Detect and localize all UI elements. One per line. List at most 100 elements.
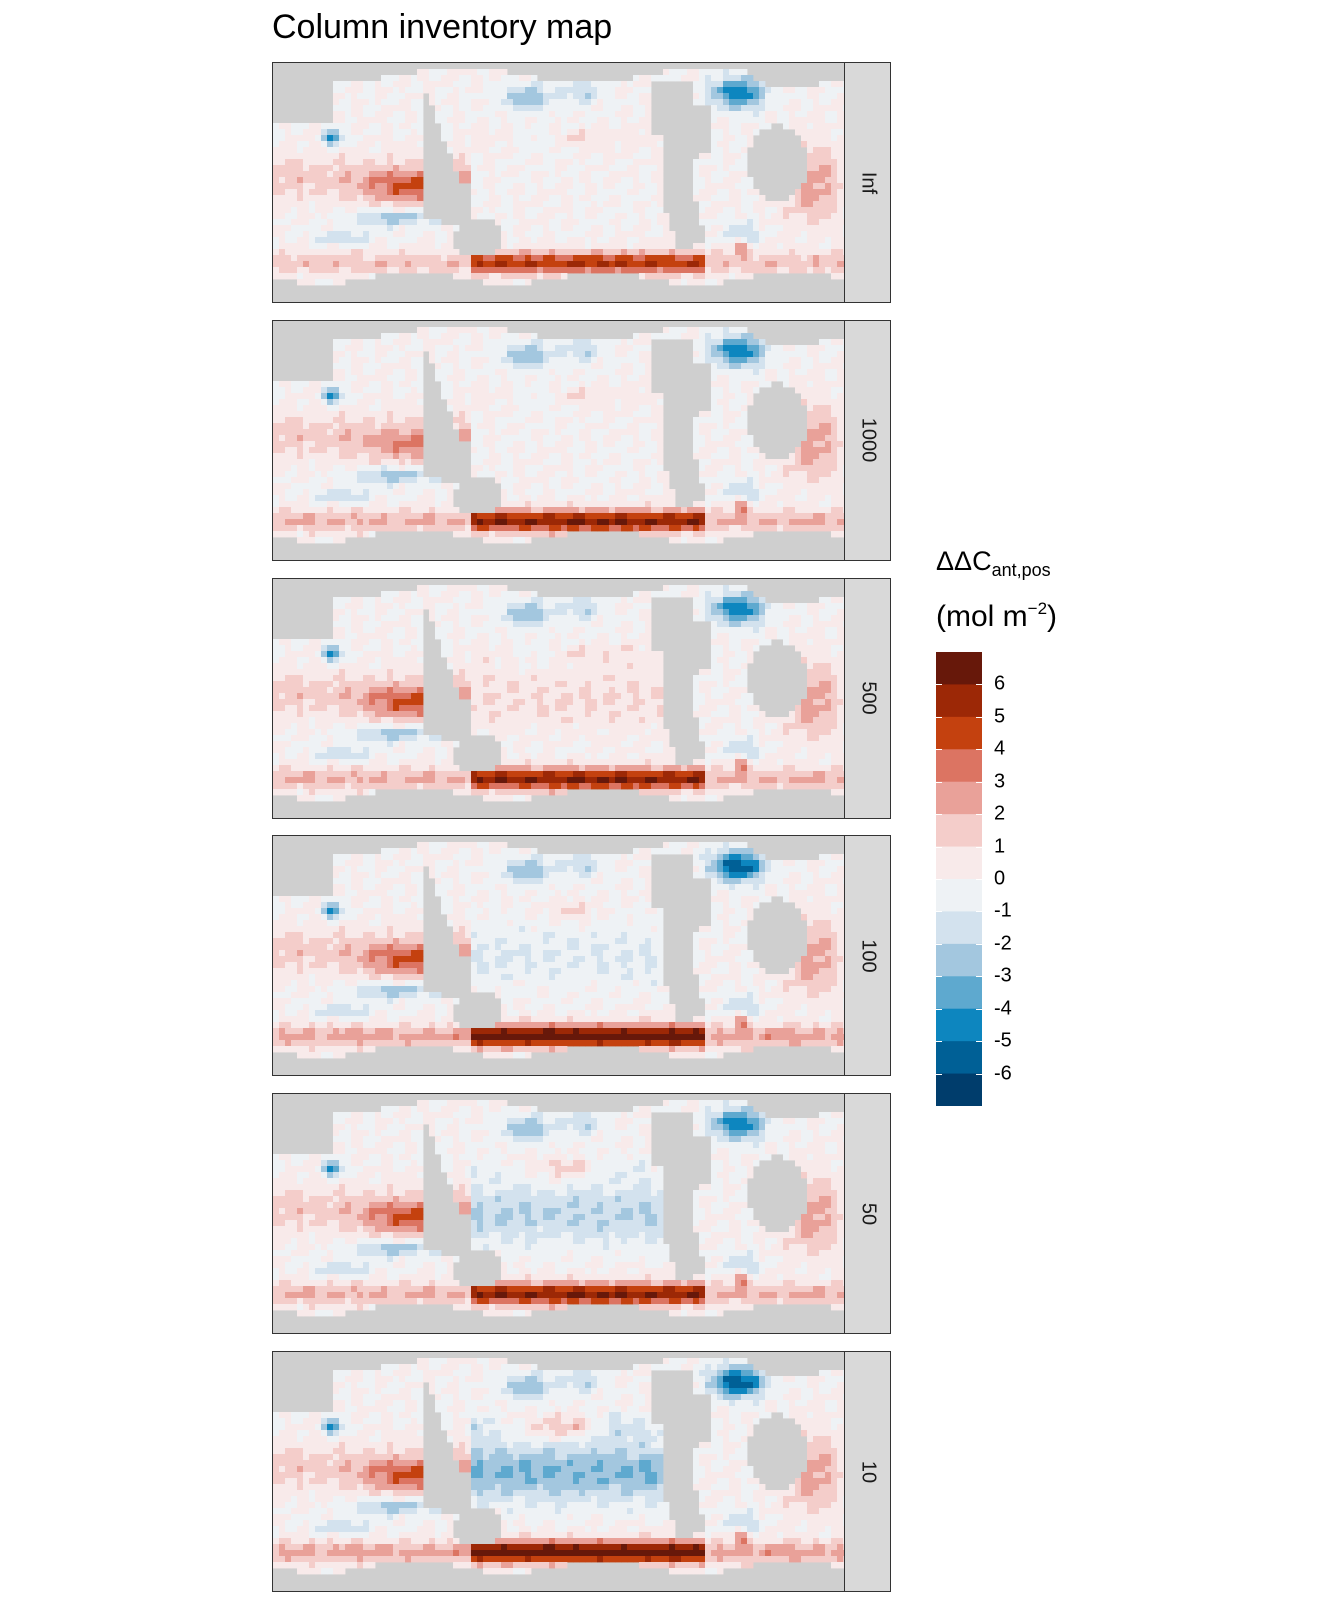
ocean-cell bbox=[627, 129, 634, 136]
ocean-cell bbox=[639, 500, 646, 508]
ocean-cell bbox=[453, 81, 460, 88]
ocean-cell bbox=[471, 141, 478, 148]
ocean-cell bbox=[729, 476, 736, 484]
ocean-cell bbox=[591, 410, 598, 418]
ocean-cell bbox=[309, 500, 316, 508]
ocean-cell bbox=[399, 195, 406, 202]
ocean-cell bbox=[327, 249, 334, 256]
ocean-cell bbox=[453, 93, 460, 100]
ocean-cell bbox=[573, 87, 580, 94]
ocean-cell bbox=[639, 482, 646, 490]
ocean-cell bbox=[519, 422, 526, 430]
ocean-cell bbox=[297, 392, 304, 400]
ocean-cell bbox=[279, 428, 286, 436]
ocean-cell bbox=[453, 344, 460, 352]
ocean-cell bbox=[729, 69, 736, 76]
ocean-cell bbox=[357, 105, 364, 112]
ocean-cell bbox=[525, 153, 532, 160]
ocean-cell bbox=[627, 446, 634, 454]
ocean-cell bbox=[621, 177, 628, 184]
ocean-cell bbox=[759, 225, 766, 232]
ocean-cell bbox=[285, 231, 292, 238]
ocean-cell bbox=[315, 165, 322, 172]
ocean-cell bbox=[801, 267, 808, 274]
ocean-cell bbox=[351, 207, 358, 214]
ocean-cell bbox=[783, 93, 790, 100]
ocean-cell bbox=[339, 243, 346, 250]
ocean-cell bbox=[513, 428, 520, 436]
ocean-cell bbox=[405, 147, 412, 154]
ocean-cell bbox=[759, 476, 766, 484]
ocean-cell bbox=[651, 428, 658, 436]
ocean-cell bbox=[813, 500, 820, 508]
ocean-cell bbox=[705, 482, 712, 490]
ocean-cell bbox=[537, 249, 544, 256]
ocean-cell bbox=[459, 165, 466, 172]
ocean-cell bbox=[507, 105, 514, 112]
ocean-cell bbox=[453, 249, 460, 256]
ocean-cell bbox=[711, 279, 718, 286]
ocean-cell bbox=[393, 386, 400, 394]
ocean-cell bbox=[303, 422, 310, 430]
ocean-cell bbox=[357, 207, 364, 214]
ocean-cell bbox=[351, 356, 358, 364]
ocean-cell bbox=[429, 344, 436, 352]
ocean-cell bbox=[471, 81, 478, 88]
ocean-cell bbox=[627, 267, 634, 274]
ocean-cell bbox=[423, 243, 430, 250]
ocean-cell bbox=[723, 147, 730, 154]
ocean-cell bbox=[801, 488, 808, 496]
ocean-cell bbox=[507, 494, 514, 502]
ocean-cell bbox=[525, 434, 532, 442]
ocean-cell bbox=[537, 165, 544, 172]
ocean-cell bbox=[513, 446, 520, 454]
ocean-cell bbox=[597, 249, 604, 256]
ocean-cell bbox=[831, 153, 838, 160]
ocean-cell bbox=[813, 195, 820, 202]
ocean-cell bbox=[825, 147, 832, 154]
ocean-cell bbox=[585, 135, 592, 142]
ocean-cell bbox=[507, 213, 514, 220]
ocean-cell bbox=[495, 207, 502, 214]
ocean-cell bbox=[501, 350, 508, 358]
ocean-cell bbox=[477, 446, 484, 454]
ocean-cell bbox=[837, 350, 844, 358]
ocean-cell bbox=[429, 356, 436, 364]
ocean-cell bbox=[807, 374, 814, 382]
ocean-cell bbox=[711, 446, 718, 454]
ocean-cell bbox=[825, 356, 832, 364]
ocean-cell bbox=[351, 141, 358, 148]
ocean-cell bbox=[627, 428, 634, 436]
ocean-cell bbox=[411, 464, 418, 472]
ocean-cell bbox=[273, 165, 280, 172]
ocean-cell bbox=[603, 189, 610, 196]
ocean-cell bbox=[369, 261, 376, 268]
ocean-cell bbox=[453, 380, 460, 388]
ocean-cell bbox=[585, 201, 592, 208]
ocean-cell bbox=[621, 213, 628, 220]
ocean-cell bbox=[321, 243, 328, 250]
ocean-cell bbox=[591, 494, 598, 502]
ocean-cell bbox=[801, 452, 808, 460]
ocean-cell bbox=[471, 165, 478, 172]
ocean-cell bbox=[495, 416, 502, 424]
ocean-cell bbox=[573, 422, 580, 430]
ocean-cell bbox=[609, 464, 616, 472]
ocean-cell bbox=[471, 362, 478, 370]
ocean-cell bbox=[711, 93, 718, 100]
ocean-cell bbox=[513, 117, 520, 124]
ocean-cell bbox=[291, 267, 298, 274]
ocean-cell bbox=[573, 177, 580, 184]
ocean-cell bbox=[417, 183, 424, 190]
ocean-cell bbox=[609, 123, 616, 130]
ocean-cell bbox=[627, 177, 634, 184]
ocean-cell bbox=[351, 410, 358, 418]
ocean-cell bbox=[345, 165, 352, 172]
ocean-cell bbox=[657, 488, 664, 496]
ocean-cell bbox=[441, 243, 448, 250]
ocean-cell bbox=[531, 123, 538, 130]
ocean-cell bbox=[615, 362, 622, 370]
ocean-cell bbox=[483, 153, 490, 160]
ocean-cell bbox=[417, 213, 424, 220]
ocean-cell bbox=[555, 111, 562, 118]
